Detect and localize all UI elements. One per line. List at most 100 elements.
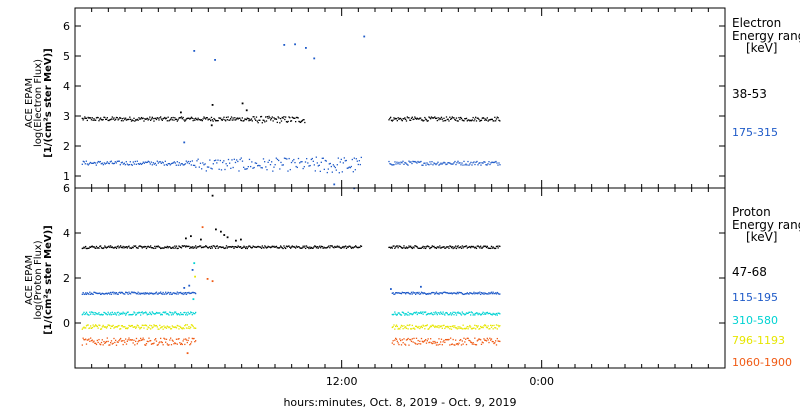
data-point	[175, 245, 178, 247]
data-point	[211, 168, 213, 170]
data-point	[202, 118, 204, 120]
data-point	[475, 161, 477, 163]
data-point	[344, 245, 346, 248]
data-point	[424, 328, 426, 330]
data-point	[162, 328, 164, 330]
data-point	[421, 326, 423, 329]
data-point	[195, 166, 197, 168]
data-point	[108, 344, 110, 346]
data-point	[141, 339, 143, 341]
data-point	[392, 245, 394, 247]
data-point	[407, 328, 409, 330]
data-point	[204, 246, 206, 248]
data-point	[279, 246, 281, 249]
data-point	[434, 326, 436, 329]
data-point	[142, 293, 144, 295]
data-point	[416, 246, 418, 248]
data-point	[83, 246, 85, 248]
data-point	[290, 247, 292, 249]
data-point	[395, 324, 398, 326]
data-point	[109, 344, 111, 346]
data-point	[226, 119, 228, 121]
data-point	[148, 118, 150, 120]
data-point	[431, 245, 433, 247]
data-point	[161, 326, 163, 328]
data-point	[465, 343, 468, 346]
data-point	[225, 116, 228, 119]
data-point	[407, 246, 409, 249]
data-point	[295, 165, 297, 168]
data-point	[451, 163, 453, 165]
data-point	[172, 340, 174, 342]
data-point	[240, 119, 242, 121]
data-point	[346, 246, 348, 248]
data-point-outlier	[283, 44, 286, 46]
data-point	[165, 246, 168, 249]
data-point	[486, 245, 488, 248]
data-point	[188, 162, 190, 165]
data-point	[86, 119, 88, 122]
data-point	[420, 291, 423, 293]
data-point	[96, 292, 98, 295]
data-point	[479, 120, 481, 122]
data-point	[293, 117, 295, 119]
data-point	[390, 246, 393, 248]
data-point	[242, 246, 244, 249]
data-point	[447, 314, 449, 316]
data-point	[212, 163, 214, 165]
data-point	[410, 119, 412, 121]
data-point	[448, 338, 450, 341]
data-point	[168, 120, 170, 122]
data-point	[440, 162, 442, 164]
data-point	[395, 163, 397, 165]
data-point	[335, 246, 338, 248]
data-point	[462, 343, 464, 345]
data-point	[396, 120, 398, 122]
data-point	[472, 314, 474, 316]
data-point	[491, 314, 493, 316]
data-point	[186, 324, 188, 326]
data-point	[348, 166, 350, 168]
data-point	[213, 160, 216, 162]
data-point	[177, 325, 179, 327]
data-point	[320, 247, 322, 249]
data-point	[232, 166, 234, 169]
data-point	[111, 311, 113, 313]
data-point	[185, 119, 187, 121]
data-point	[95, 313, 98, 315]
data-point	[120, 245, 122, 247]
data-point	[494, 313, 496, 315]
data-point	[409, 246, 411, 248]
proton-ylabel-line-3: [1/(cm²s ster MeV)]	[43, 225, 54, 334]
data-point	[443, 161, 445, 164]
data-point	[180, 247, 183, 249]
data-point	[331, 245, 333, 247]
data-point	[128, 245, 130, 247]
data-point	[131, 339, 133, 341]
data-point	[96, 162, 98, 164]
data-point	[446, 312, 448, 314]
data-point	[485, 164, 487, 166]
data-point	[169, 339, 171, 341]
data-point	[209, 118, 211, 120]
data-point	[437, 292, 439, 295]
data-point	[160, 327, 162, 329]
data-point	[85, 117, 88, 119]
data-point	[86, 339, 88, 341]
data-point	[435, 117, 437, 120]
data-point	[269, 117, 271, 119]
data-point	[297, 157, 300, 160]
data-point	[341, 171, 343, 173]
data-point	[474, 247, 476, 249]
data-point	[229, 246, 231, 248]
data-point	[178, 162, 180, 164]
data-point	[409, 338, 411, 341]
data-point	[163, 164, 165, 166]
data-point	[159, 324, 161, 326]
data-point	[350, 247, 353, 249]
data-point	[95, 342, 97, 345]
data-point	[458, 162, 460, 164]
data-point	[177, 338, 179, 340]
data-point	[88, 117, 90, 119]
data-point	[185, 312, 188, 314]
